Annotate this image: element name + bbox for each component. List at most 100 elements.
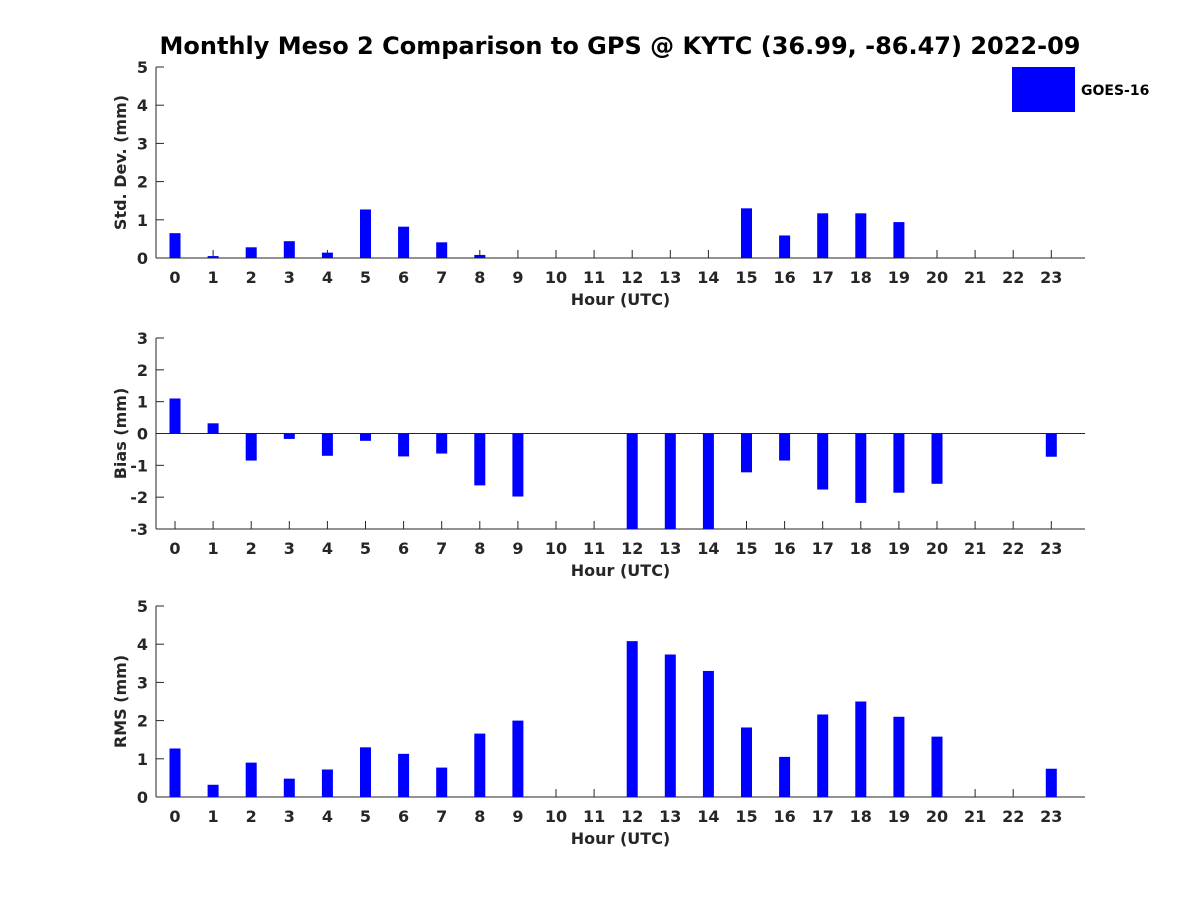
- legend: GOES-16: [1012, 67, 1149, 112]
- x-tick-label: 17: [812, 268, 834, 287]
- x-tick-label: 2: [246, 268, 257, 287]
- y-axis-label: Std. Dev. (mm): [111, 95, 130, 230]
- y-tick-label: 1: [137, 750, 148, 769]
- bar: [207, 256, 219, 258]
- bar: [817, 213, 829, 258]
- x-tick-label: 11: [583, 539, 605, 558]
- bar: [893, 716, 905, 797]
- x-tick-label: 16: [773, 807, 795, 826]
- x-tick-label: 1: [208, 539, 219, 558]
- x-tick-label: 10: [545, 268, 567, 287]
- bar: [741, 433, 752, 473]
- x-axis-label: Hour (UTC): [571, 561, 671, 580]
- bar: [1045, 768, 1057, 797]
- x-tick-label: 14: [697, 539, 719, 558]
- x-tick-label: 6: [398, 807, 409, 826]
- x-tick-label: 15: [735, 807, 757, 826]
- bar: [779, 433, 791, 461]
- x-tick-label: 11: [583, 807, 605, 826]
- x-tick-label: 3: [284, 539, 295, 558]
- x-tick-label: 7: [436, 268, 447, 287]
- bar: [664, 654, 676, 797]
- y-tick-label: 2: [137, 173, 148, 192]
- bar: [626, 641, 638, 797]
- y-axis-label: RMS (mm): [111, 655, 130, 748]
- bar: [664, 433, 676, 529]
- y-tick-label: 1: [137, 211, 148, 230]
- bar: [741, 727, 752, 797]
- x-tick-label: 18: [850, 807, 872, 826]
- x-tick-label: 18: [850, 539, 872, 558]
- x-tick-label: 14: [697, 807, 719, 826]
- x-tick-label: 8: [474, 539, 485, 558]
- bar: [855, 701, 867, 797]
- x-tick-label: 15: [735, 268, 757, 287]
- x-tick-label: 1: [208, 268, 219, 287]
- x-tick-label: 11: [583, 268, 605, 287]
- bar: [207, 784, 219, 797]
- x-tick-label: 20: [926, 268, 948, 287]
- x-tick-label: 12: [621, 539, 643, 558]
- x-tick-label: 18: [850, 268, 872, 287]
- y-tick-label: -2: [130, 488, 148, 507]
- x-tick-label: 5: [360, 268, 371, 287]
- y-tick-label: 4: [137, 96, 148, 115]
- bar: [360, 747, 371, 797]
- bar: [169, 398, 181, 434]
- x-tick-label: 20: [926, 539, 948, 558]
- bar: [893, 222, 905, 258]
- bar: [283, 778, 295, 797]
- y-tick-label: 5: [137, 597, 148, 616]
- x-tick-label: 22: [1002, 807, 1024, 826]
- x-tick-label: 21: [964, 807, 986, 826]
- bar: [360, 209, 371, 258]
- chart-title: Monthly Meso 2 Comparison to GPS @ KYTC …: [160, 32, 1081, 60]
- bar: [169, 233, 181, 258]
- x-tick-label: 5: [360, 539, 371, 558]
- bar: [779, 235, 791, 258]
- bar: [512, 433, 524, 497]
- y-tick-label: 2: [137, 712, 148, 731]
- x-tick-label: 23: [1040, 539, 1062, 558]
- y-tick-label: 2: [137, 361, 148, 380]
- bar: [169, 748, 181, 797]
- x-tick-label: 15: [735, 539, 757, 558]
- x-tick-label: 0: [169, 807, 180, 826]
- x-tick-label: 23: [1040, 268, 1062, 287]
- x-tick-label: 2: [246, 807, 257, 826]
- x-tick-label: 12: [621, 268, 643, 287]
- x-tick-label: 12: [621, 807, 643, 826]
- y-tick-label: 3: [137, 329, 148, 348]
- bar: [436, 767, 448, 797]
- x-tick-label: 19: [888, 268, 910, 287]
- x-tick-label: 17: [812, 539, 834, 558]
- x-axis-label: Hour (UTC): [571, 829, 671, 848]
- x-tick-label: 21: [964, 539, 986, 558]
- bar: [398, 753, 410, 797]
- bar: [245, 247, 257, 258]
- x-tick-label: 4: [322, 539, 333, 558]
- x-tick-label: 7: [436, 539, 447, 558]
- bar: [741, 208, 752, 258]
- x-tick-label: 4: [322, 807, 333, 826]
- x-tick-label: 13: [659, 539, 681, 558]
- x-tick-label: 6: [398, 268, 409, 287]
- bar: [398, 226, 410, 258]
- y-tick-label: 3: [137, 134, 148, 153]
- bar: [474, 433, 486, 486]
- bar: [283, 241, 295, 258]
- x-tick-label: 14: [697, 268, 719, 287]
- bar: [474, 254, 486, 258]
- bar: [207, 423, 219, 434]
- bar: [398, 433, 410, 457]
- x-tick-label: 9: [512, 539, 523, 558]
- y-axis-label: Bias (mm): [111, 388, 130, 480]
- bar: [436, 242, 448, 258]
- x-tick-label: 0: [169, 539, 180, 558]
- x-tick-label: 9: [512, 807, 523, 826]
- bar: [702, 670, 714, 797]
- x-tick-label: 13: [659, 807, 681, 826]
- legend-label: GOES-16: [1081, 83, 1149, 99]
